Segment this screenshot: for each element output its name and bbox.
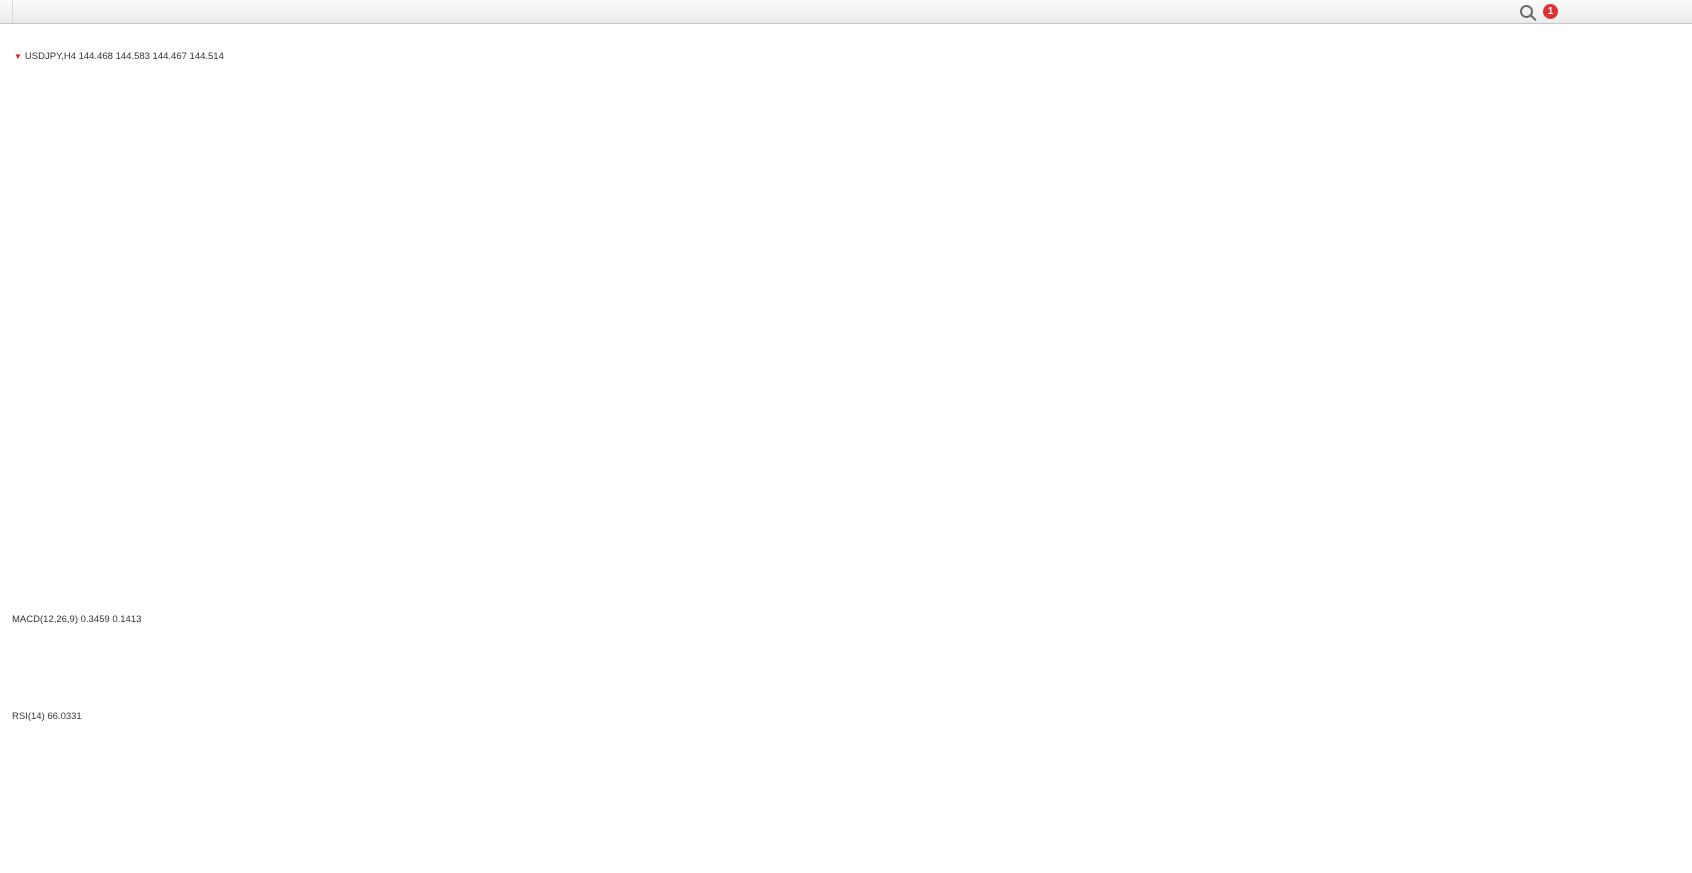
macd-indicator-label: MACD(12,26,9) 0.3459 0.1413: [12, 614, 142, 625]
chart-symbol-marker-icon: ▼: [14, 52, 22, 61]
search-icon[interactable]: [1520, 5, 1533, 18]
rsi-indicator-label: RSI(14) 66.0331: [12, 711, 82, 722]
notification-badge[interactable]: 1: [1543, 4, 1558, 19]
chart-title-text: USDJPY,H4 144.468 144.583 144.467 144.51…: [24, 51, 224, 62]
main-toolbar: 1: [0, 0, 1692, 24]
toolbar-right: 1: [1520, 4, 1558, 19]
mt4-window: 1 ▼ USDJPY,H4 144.468 144.583 144.467 144…: [0, 0, 1692, 849]
timeframe-toolbar: [4, 0, 13, 23]
chart-canvas[interactable]: ▼ USDJPY,H4 144.468 144.583 144.467 144.5…: [0, 24, 1692, 849]
chart-svg: [0, 24, 1692, 873]
chart-title: ▼ USDJPY,H4 144.468 144.583 144.467 144.5…: [14, 51, 224, 62]
